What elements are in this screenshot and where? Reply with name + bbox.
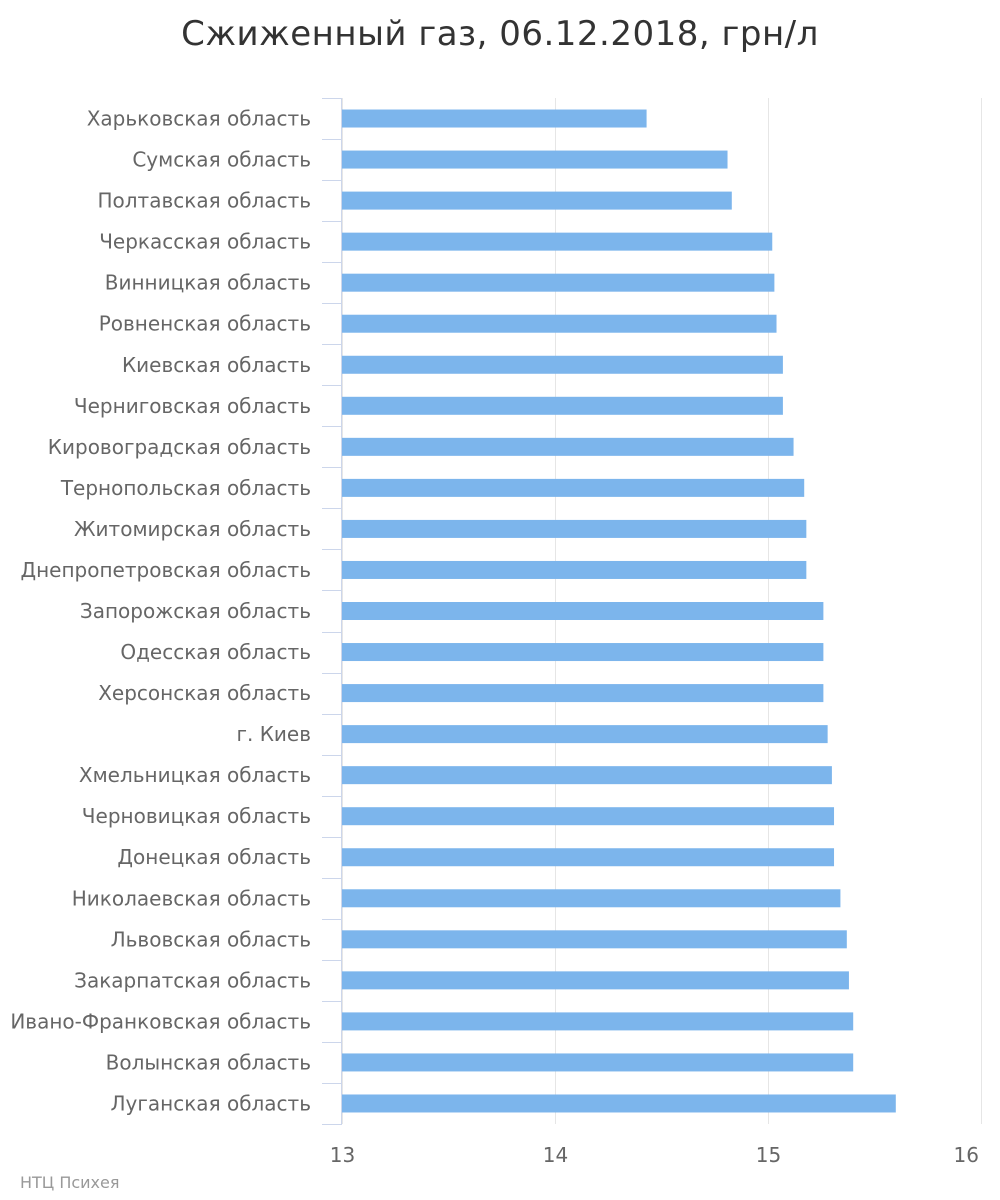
category-label: Житомирская область: [74, 517, 311, 541]
category-label: Донецкая область: [117, 845, 311, 869]
bar: [342, 437, 794, 456]
bar: [342, 930, 847, 949]
value-tick-label: 13: [330, 1143, 355, 1167]
category-labels: Харьковская область Сумская область Полтав…: [10, 107, 311, 1116]
category-label: Днепропетровская область: [20, 558, 311, 582]
value-tick-label: 16: [954, 1143, 979, 1167]
bar: [342, 889, 841, 908]
category-label: Львовская область: [111, 927, 311, 951]
category-label: Луганская область: [111, 1091, 311, 1115]
category-label: Черновицкая область: [82, 804, 311, 828]
bar: [342, 725, 828, 744]
category-label: Кировоградская область: [48, 435, 311, 459]
category-label: Ровненская область: [99, 312, 311, 336]
value-tick-label: 15: [756, 1143, 781, 1167]
bars: [342, 109, 896, 1113]
bar: [342, 560, 807, 579]
category-label: Харьковская область: [87, 107, 311, 131]
category-label: Одесская область: [120, 640, 311, 664]
bar: [342, 602, 824, 620]
bar: [342, 807, 835, 826]
category-label: Киевская область: [122, 353, 311, 377]
chart-title: Сжиженный газ, 06.12.2018, грн/л: [181, 14, 819, 54]
bar: [342, 684, 824, 703]
bar: [342, 1094, 896, 1113]
category-label: Волынская область: [106, 1050, 311, 1074]
value-tick-label: 14: [543, 1143, 568, 1167]
bar: [342, 191, 732, 210]
bar: [342, 766, 832, 785]
bar: [342, 314, 777, 333]
bar: [342, 1012, 854, 1031]
bar: [342, 971, 849, 990]
category-label: Черниговская область: [74, 394, 311, 418]
category-label: Сумская область: [132, 148, 311, 172]
category-label: Запорожская область: [80, 599, 311, 623]
category-label: г. Киев: [236, 722, 311, 746]
bar: [342, 848, 835, 867]
category-label: Черкасская область: [99, 230, 311, 254]
category-label: Хмельницкая область: [79, 763, 311, 787]
bar: [342, 396, 783, 415]
category-label: Полтавская область: [97, 189, 311, 213]
value-axis-labels: 13 14 15 16: [330, 1143, 979, 1167]
category-label: Ивано-Франковская область: [10, 1009, 311, 1033]
bar: [342, 109, 647, 128]
bar: [342, 478, 805, 497]
category-label: Херсонская область: [98, 681, 311, 705]
category-label: Тернопольская область: [60, 476, 311, 500]
category-label: Винницкая область: [105, 271, 311, 295]
bar: [342, 519, 807, 538]
bar: [342, 1053, 854, 1072]
bar: [342, 273, 775, 292]
bar: [342, 643, 824, 662]
category-axis: [322, 98, 342, 1125]
bar: [342, 355, 783, 374]
bar: [342, 150, 728, 169]
bar: [342, 232, 773, 251]
category-label: Закарпатская область: [74, 968, 311, 992]
category-label: Николаевская область: [72, 886, 311, 910]
credit-text: НТЦ Психея: [20, 1173, 120, 1192]
